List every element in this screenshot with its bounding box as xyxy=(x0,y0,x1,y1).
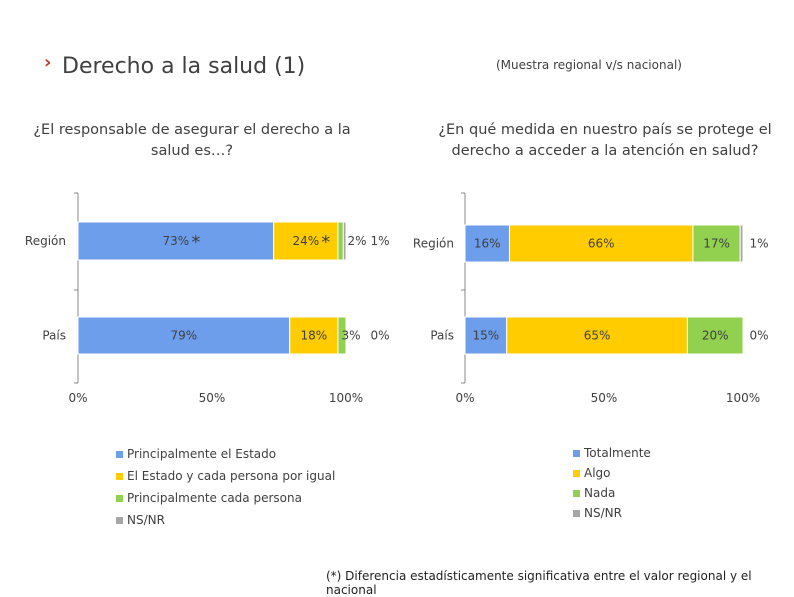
right-chart-question: ¿En qué medida en nuestro país se proteg… xyxy=(438,122,772,159)
right-x-tick-label: 100% xyxy=(726,391,760,405)
legend-item: NS/NR xyxy=(116,513,165,527)
left-x-tick-label: 100% xyxy=(329,391,363,405)
right-data-label: 16% xyxy=(474,237,501,251)
legend-label: Algo xyxy=(584,466,611,480)
left-data-label: 18% xyxy=(301,329,328,343)
page-title: Derecho a la salud (1) xyxy=(62,54,306,79)
right-bar-segment xyxy=(692,224,741,263)
legend-label: El Estado y cada persona por igual xyxy=(127,469,336,483)
legend-item: Principalmente el Estado xyxy=(116,447,276,461)
right-bar-segment xyxy=(506,316,688,355)
right-data-label: 65% xyxy=(584,329,611,343)
legend-label: Principalmente el Estado xyxy=(127,447,277,461)
left-significance-mark: * xyxy=(191,232,200,253)
legend-swatch xyxy=(116,517,123,524)
footnote: (*) Diferencia estadísticamente signific… xyxy=(326,569,752,597)
legend-swatch xyxy=(573,510,580,517)
right-data-label: 20% xyxy=(702,329,729,343)
legend-swatch xyxy=(116,451,123,458)
left-bar-segment xyxy=(289,316,339,355)
left-significance-mark: * xyxy=(321,232,330,253)
left-category-label: País xyxy=(42,329,66,343)
right-bar-segment xyxy=(464,224,510,263)
title-arrow-icon: › xyxy=(44,52,52,73)
legend-swatch xyxy=(116,473,123,480)
sample-note: (Muestra regional v/s nacional) xyxy=(496,58,682,72)
left-data-label: 24% xyxy=(292,234,319,248)
left-bar-segment xyxy=(77,316,291,355)
legend-item: El Estado y cada persona por igual xyxy=(116,469,335,483)
right-bar-segment xyxy=(508,224,694,263)
legend-item: Totalmente xyxy=(573,446,651,460)
legend-swatch xyxy=(573,470,580,477)
legend-swatch xyxy=(116,495,123,502)
left-data-label: 2% xyxy=(347,234,366,248)
left-x-tick-label: 0% xyxy=(68,391,87,405)
legend-label: NS/NR xyxy=(127,513,165,527)
right-bar-segment xyxy=(686,316,744,355)
left-bar-segment xyxy=(342,221,347,261)
legend-item: Algo xyxy=(573,466,611,480)
legend-item: NS/NR xyxy=(573,506,622,520)
left-category-label: Región xyxy=(25,234,66,248)
right-category-label: Región xyxy=(413,237,454,251)
legend-label: Principalmente cada persona xyxy=(127,491,302,505)
right-data-label: 17% xyxy=(703,237,730,251)
left-data-label: 3% xyxy=(341,329,360,343)
right-x-tick-label: 0% xyxy=(455,391,474,405)
right-data-label: 66% xyxy=(588,237,615,251)
legend-label: Nada xyxy=(584,486,616,500)
right-x-tick-label: 50% xyxy=(591,391,618,405)
right-data-label: 0% xyxy=(749,329,768,343)
left-chart-question: ¿El responsable de asegurar el derecho a… xyxy=(33,122,351,159)
legend-swatch xyxy=(573,450,580,457)
legend-swatch xyxy=(573,490,580,497)
left-bar-segment xyxy=(337,316,347,355)
right-data-label: 1% xyxy=(749,237,768,251)
left-bar-segment xyxy=(273,221,339,261)
right-bar-segment xyxy=(464,316,508,355)
left-x-tick-label: 50% xyxy=(199,391,226,405)
left-data-label: 1% xyxy=(370,234,389,248)
legend-item: Principalmente cada persona xyxy=(116,491,302,505)
left-data-label: 0% xyxy=(370,329,389,343)
left-data-label: 73% xyxy=(162,234,189,248)
legend-label: NS/NR xyxy=(584,506,622,520)
legend-item: Nada xyxy=(573,486,615,500)
left-bar-segment xyxy=(77,221,275,261)
right-data-label: 15% xyxy=(473,329,500,343)
left-data-label: 79% xyxy=(171,329,198,343)
left-bar-segment xyxy=(337,221,344,261)
legend-label: Totalmente xyxy=(584,446,651,460)
right-category-label: País xyxy=(430,329,454,343)
right-bar-segment xyxy=(739,224,744,263)
